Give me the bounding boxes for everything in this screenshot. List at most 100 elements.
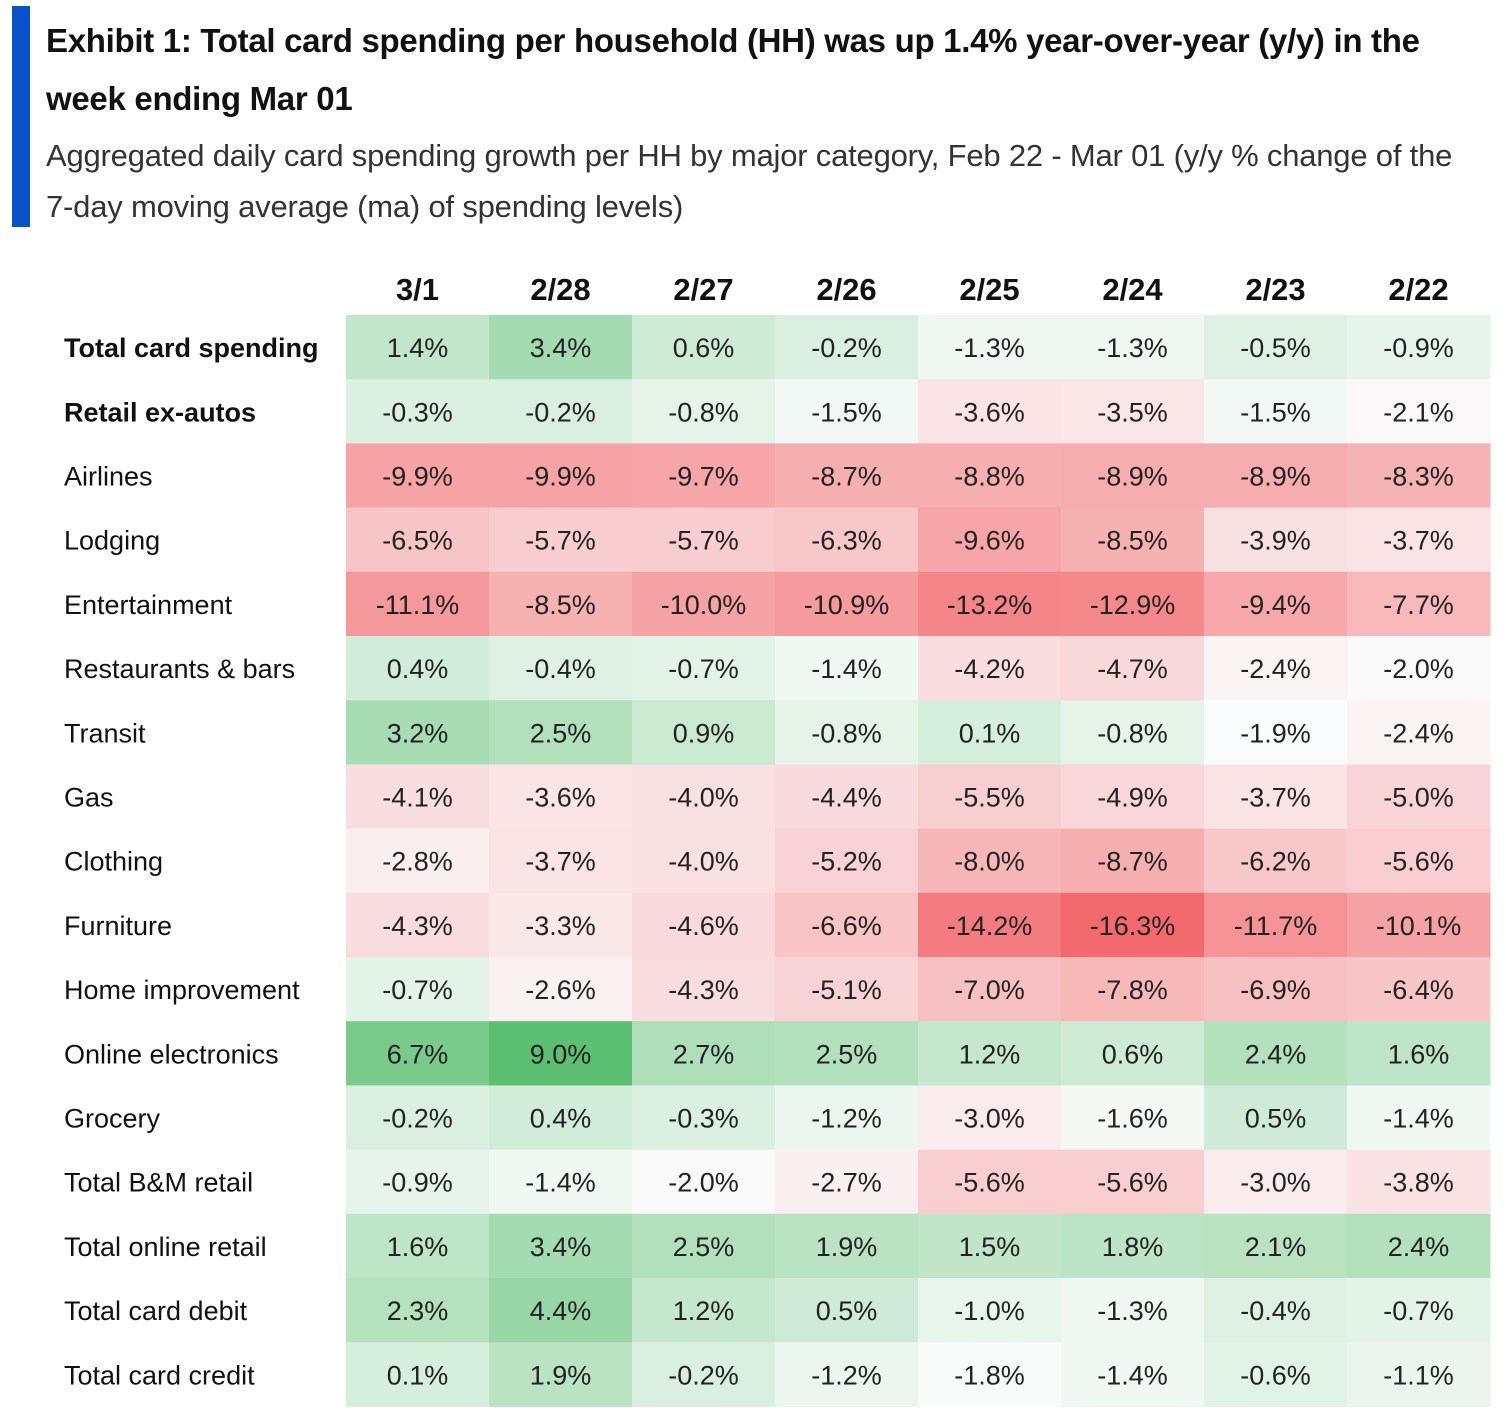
cell-value: -8.5% bbox=[1097, 526, 1168, 556]
cell-value: -4.0% bbox=[668, 847, 739, 877]
cell-value: -0.4% bbox=[1240, 1296, 1311, 1326]
row-label: Total card credit bbox=[64, 1360, 255, 1390]
heatmap-cell bbox=[1061, 379, 1205, 444]
cell-value: -3.0% bbox=[1240, 1168, 1311, 1198]
heatmap-cell bbox=[489, 1213, 633, 1279]
cell-value: -1.2% bbox=[811, 1104, 882, 1134]
cell-value: -5.6% bbox=[954, 1168, 1025, 1198]
heatmap-cell bbox=[489, 828, 633, 894]
cell-value: 4.4% bbox=[530, 1296, 592, 1326]
column-header: 2/28 bbox=[530, 272, 590, 307]
cell-value: 3.4% bbox=[530, 1232, 592, 1262]
cell-value: -3.9% bbox=[1240, 526, 1311, 556]
heatmap-cell bbox=[918, 957, 1062, 1022]
heatmap-cell bbox=[1204, 957, 1348, 1022]
heatmap-cell bbox=[1347, 957, 1491, 1022]
cell-value: -3.7% bbox=[525, 847, 596, 877]
heatmap-cell bbox=[632, 507, 776, 573]
heatmap-cell bbox=[1204, 315, 1348, 380]
heatmap-cell bbox=[1347, 571, 1491, 637]
heatmap-cell bbox=[489, 636, 633, 701]
heatmap-cell bbox=[775, 507, 919, 573]
cell-value: -1.5% bbox=[1240, 397, 1311, 427]
cell-value: -0.7% bbox=[382, 975, 453, 1005]
heatmap-cell bbox=[1204, 1278, 1348, 1343]
cell-value: -0.7% bbox=[1383, 1296, 1454, 1326]
heatmap-cell bbox=[918, 1342, 1062, 1407]
heatmap-cell bbox=[632, 1213, 776, 1279]
heatmap-cell bbox=[1204, 443, 1348, 509]
cell-value: -3.0% bbox=[954, 1104, 1025, 1134]
cell-value: 0.1% bbox=[387, 1360, 449, 1390]
heatmap-cell bbox=[489, 315, 633, 380]
cell-value: -1.8% bbox=[954, 1360, 1025, 1390]
heatmap-cell bbox=[346, 828, 490, 894]
cell-value: -14.2% bbox=[947, 911, 1033, 941]
heatmap-cell bbox=[1347, 1021, 1491, 1086]
cell-value: 2.4% bbox=[1388, 1232, 1450, 1262]
row-label: Airlines bbox=[64, 462, 153, 492]
heatmap-cell bbox=[1204, 892, 1348, 958]
heatmap-cell bbox=[775, 957, 919, 1022]
heatmap-cell bbox=[918, 1213, 1062, 1279]
heatmap-cell bbox=[1204, 636, 1348, 701]
cell-value: -9.9% bbox=[525, 462, 596, 492]
chart-subtitle: Aggregated daily card spending growth pe… bbox=[46, 138, 1453, 224]
cell-value: 1.8% bbox=[1102, 1232, 1164, 1262]
cell-value: -4.2% bbox=[954, 654, 1025, 684]
cell-value: -5.7% bbox=[668, 526, 739, 556]
heatmap-cell bbox=[775, 1342, 919, 1407]
heatmap-cell bbox=[346, 443, 490, 509]
heatmap-cell bbox=[632, 1149, 776, 1215]
heatmap-cell bbox=[775, 828, 919, 894]
heatmap-cell bbox=[1061, 1085, 1205, 1151]
cell-value: -2.4% bbox=[1240, 654, 1311, 684]
heatmap-cell bbox=[1347, 1085, 1491, 1151]
row-label: Retail ex-autos bbox=[64, 397, 256, 427]
cell-value: -4.3% bbox=[382, 911, 453, 941]
row-label: Gas bbox=[64, 783, 114, 813]
cell-value: 0.5% bbox=[1245, 1104, 1307, 1134]
cell-value: -9.7% bbox=[668, 462, 739, 492]
cell-value: -5.6% bbox=[1097, 1168, 1168, 1198]
cell-value: -1.6% bbox=[1097, 1104, 1168, 1134]
cell-value: 1.9% bbox=[816, 1232, 878, 1262]
heatmap-cell bbox=[1204, 1085, 1348, 1151]
cell-value: -0.2% bbox=[668, 1360, 739, 1390]
cell-value: -8.9% bbox=[1240, 462, 1311, 492]
heatmap-cell bbox=[918, 1021, 1062, 1086]
cell-value: -8.3% bbox=[1383, 462, 1454, 492]
cell-value: -1.4% bbox=[525, 1168, 596, 1198]
heatmap-cell bbox=[918, 700, 1062, 765]
heatmap-cell bbox=[775, 1149, 919, 1215]
heatmap-cell bbox=[1204, 1149, 1348, 1215]
heatmap-cell bbox=[1061, 315, 1205, 380]
cell-value: -6.6% bbox=[811, 911, 882, 941]
cell-value: -0.3% bbox=[668, 1104, 739, 1134]
cell-value: 2.3% bbox=[387, 1296, 449, 1326]
heatmap-cell bbox=[1347, 636, 1491, 701]
cell-value: -5.0% bbox=[1383, 783, 1454, 813]
heatmap-cell bbox=[1061, 1342, 1205, 1407]
heatmap-cell bbox=[346, 1149, 490, 1215]
heatmap-cell bbox=[346, 764, 490, 830]
heatmap-cell bbox=[918, 379, 1062, 444]
cell-value: -3.6% bbox=[525, 783, 596, 813]
cell-value: -0.9% bbox=[382, 1168, 453, 1198]
cell-value: 1.4% bbox=[387, 333, 449, 363]
heatmap-cell bbox=[632, 1085, 776, 1151]
cell-value: 2.1% bbox=[1245, 1232, 1307, 1262]
cell-value: -2.0% bbox=[668, 1168, 739, 1198]
cell-value: -0.8% bbox=[811, 718, 882, 748]
heatmap-cell bbox=[1347, 1213, 1491, 1279]
cell-value: -13.2% bbox=[947, 590, 1033, 620]
row-label: Furniture bbox=[64, 911, 172, 941]
column-header: 2/25 bbox=[959, 272, 1019, 307]
heatmap-cell bbox=[346, 957, 490, 1022]
column-header: 2/26 bbox=[816, 272, 876, 307]
heatmap-cell bbox=[489, 571, 633, 637]
cell-value: 2.4% bbox=[1245, 1039, 1307, 1069]
heatmap-cell bbox=[1061, 443, 1205, 509]
heatmap-cell bbox=[632, 828, 776, 894]
